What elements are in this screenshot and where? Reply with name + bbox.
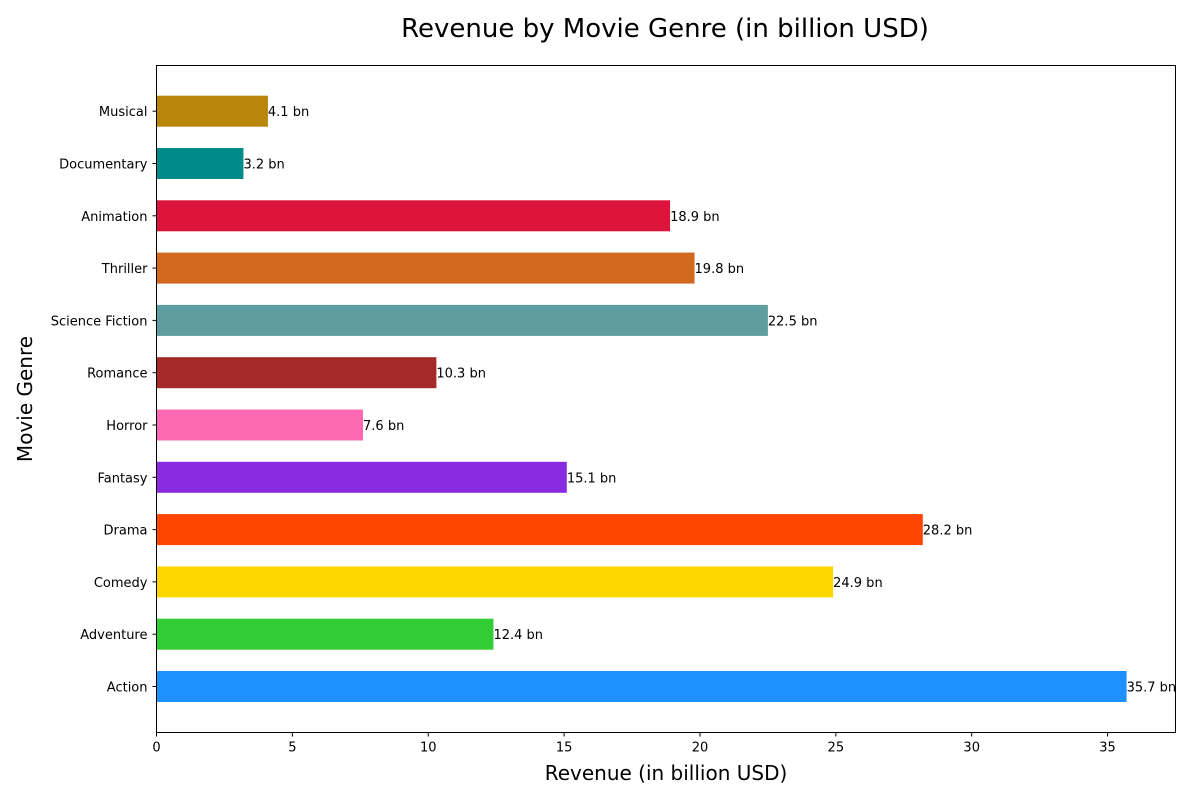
x-tick-label-10: 10 bbox=[420, 741, 437, 756]
x-tick-label-15: 15 bbox=[556, 741, 573, 756]
x-tick-label-25: 25 bbox=[828, 741, 845, 756]
data-label-adventure: 12.4 bn bbox=[493, 628, 543, 643]
x-tick-label-30: 30 bbox=[963, 741, 980, 756]
bar-adventure bbox=[156, 618, 494, 650]
data-label-romance: 10.3 bn bbox=[436, 367, 486, 382]
data-label-fantasy: 15.1 bn bbox=[567, 471, 617, 486]
y-tick-label-horror: Horror bbox=[106, 419, 148, 434]
bar-horror bbox=[156, 409, 364, 441]
data-label-animation: 18.9 bn bbox=[670, 210, 720, 225]
y-tick-label-comedy: Comedy bbox=[94, 576, 148, 591]
plot-frame bbox=[156, 65, 1176, 733]
bar-musical bbox=[156, 95, 268, 127]
y-tick-label-romance: Romance bbox=[87, 367, 147, 382]
data-labels-group: 35.7 bn 12.4 bn 24.9 bn 28.2 bn 15.1 bn 7.6 b… bbox=[243, 105, 1176, 695]
x-tick-label-0: 0 bbox=[152, 741, 160, 756]
chart-title: Revenue by Movie Genre (in billion USD) bbox=[401, 14, 929, 44]
data-label-science-fiction: 22.5 bn bbox=[768, 314, 818, 329]
y-tick-label-thriller: Thriller bbox=[101, 262, 148, 277]
data-label-documentary: 3.2 bn bbox=[243, 158, 284, 173]
bar-animation bbox=[156, 200, 671, 232]
x-axis-label: Revenue (in billion USD) bbox=[545, 761, 788, 785]
bar-thriller bbox=[156, 252, 695, 284]
bar-documentary bbox=[156, 148, 244, 179]
x-tick-label-5: 5 bbox=[288, 741, 296, 756]
bar-action bbox=[156, 671, 1127, 702]
x-tick-label-35: 35 bbox=[1099, 741, 1116, 756]
y-tick-label-fantasy: Fantasy bbox=[97, 471, 147, 486]
y-tick-label-drama: Drama bbox=[104, 524, 148, 539]
x-ticks-group: 0 5 10 15 20 25 30 35 bbox=[152, 732, 1116, 756]
bar-drama bbox=[156, 514, 923, 546]
data-label-thriller: 19.8 bn bbox=[695, 262, 745, 277]
y-tick-label-animation: Animation bbox=[81, 210, 147, 225]
y-tick-label-musical: Musical bbox=[99, 105, 148, 120]
bar-science-fiction bbox=[156, 304, 768, 336]
bars-group bbox=[156, 95, 1127, 702]
y-tick-label-science-fiction: Science Fiction bbox=[51, 314, 148, 329]
data-label-drama: 28.2 bn bbox=[923, 524, 973, 539]
x-tick-label-20: 20 bbox=[692, 741, 709, 756]
data-label-musical: 4.1 bn bbox=[268, 105, 309, 120]
bar-comedy bbox=[156, 566, 834, 598]
y-tick-label-action: Action bbox=[107, 681, 148, 696]
bar-romance bbox=[156, 357, 437, 389]
data-label-comedy: 24.9 bn bbox=[833, 576, 883, 591]
y-axis-label: Movie Genre bbox=[13, 336, 37, 462]
y-ticks-group: Action Adventure Comedy Drama Fantasy Horror R… bbox=[51, 105, 157, 696]
data-label-action: 35.7 bn bbox=[1127, 681, 1177, 696]
y-tick-label-adventure: Adventure bbox=[80, 628, 147, 643]
data-label-horror: 7.6 bn bbox=[363, 419, 404, 434]
y-tick-label-documentary: Documentary bbox=[59, 158, 148, 173]
bar-fantasy bbox=[156, 461, 567, 493]
